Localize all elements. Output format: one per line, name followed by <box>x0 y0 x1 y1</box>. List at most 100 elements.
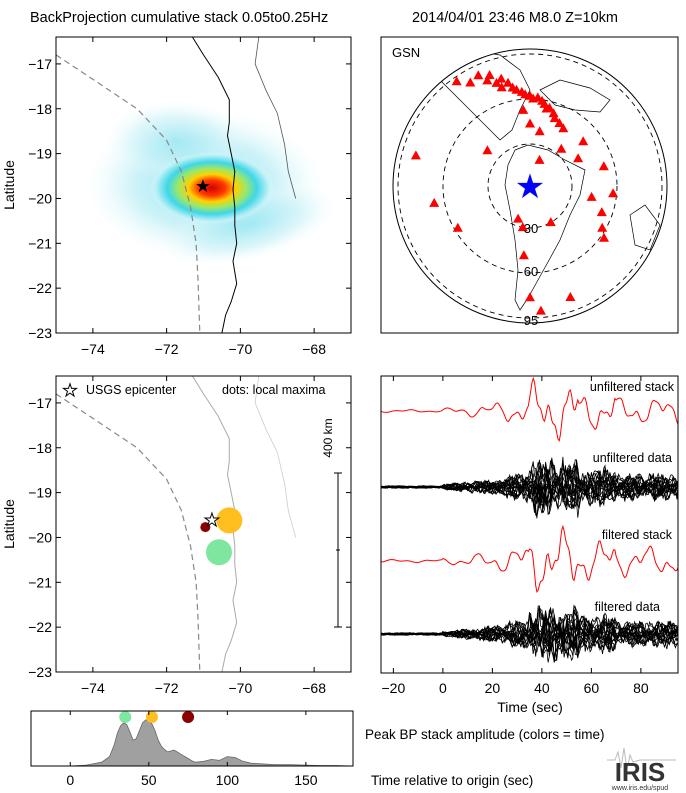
x-tick-label: −74 <box>81 680 105 696</box>
x-tick-label: 50 <box>141 772 157 788</box>
station-triangle <box>548 108 559 118</box>
station-triangle <box>556 143 567 153</box>
traces-xlabel: Time (sec) <box>497 699 563 715</box>
data-trace <box>381 458 678 506</box>
x-tick-label: −72 <box>155 341 179 357</box>
x-tick-label: −70 <box>229 680 253 696</box>
border-line <box>254 37 297 199</box>
ring-30 <box>487 143 573 229</box>
station-triangle <box>517 222 528 232</box>
station-triangle <box>465 77 476 87</box>
bp-ylabel: Latitude <box>1 160 17 210</box>
x-tick-label: 20 <box>485 680 501 696</box>
y-tick-label: −17 <box>28 56 52 72</box>
y-tick-label: −21 <box>28 235 52 251</box>
station-triangle <box>482 75 493 85</box>
stack-trace <box>381 524 678 593</box>
envelope-annotation: Peak BP stack amplitude (colors = time) <box>365 727 604 742</box>
trench-line <box>56 54 201 333</box>
station-triangle <box>554 118 565 127</box>
y-tick-label: −19 <box>28 146 52 162</box>
station-triangle <box>496 82 507 92</box>
station-triangle <box>578 136 589 146</box>
legend-epicenter: USGS epicenter <box>86 383 176 397</box>
station-triangle <box>608 188 619 198</box>
station-triangle <box>520 89 531 99</box>
station-triangle <box>473 70 484 80</box>
globe-outline <box>392 48 668 324</box>
station-triangle <box>503 77 513 87</box>
epicenter-star: ★ <box>195 176 211 196</box>
border-line <box>254 376 297 538</box>
x-tick-label: 60 <box>584 680 600 696</box>
station-triangle <box>545 217 556 227</box>
traces-frame <box>380 375 679 674</box>
station-triangle <box>491 77 502 87</box>
bp-map-frame <box>55 36 352 334</box>
figure-title: BackProjection cumulative stack 0.05to0.… <box>30 10 328 26</box>
envelope-xlabel: Time relative to origin (sec) <box>371 773 533 788</box>
maxima-map-panel: ★ ★ USGS epicenter dots: local maxima 40… <box>1 375 352 696</box>
trench-line <box>56 393 201 672</box>
legend-dots: dots: local maxima <box>222 383 326 397</box>
y-tick-label: −20 <box>28 529 52 545</box>
envelope-frame <box>30 710 354 767</box>
station-triangle <box>518 250 529 260</box>
bp-heat <box>150 152 274 224</box>
maxima-frame <box>55 375 352 673</box>
stack-trace <box>381 376 678 443</box>
seismogram-logo-icon <box>607 747 676 771</box>
local-maximum-dot <box>205 539 232 566</box>
x-tick-label: −20 <box>382 680 406 696</box>
station-triangle <box>528 93 539 103</box>
x-tick-label: −72 <box>155 680 179 696</box>
y-tick-label: −19 <box>28 485 52 501</box>
station-triangle <box>596 207 607 217</box>
traces-panel: unfiltered stack unfiltered data filtere… <box>380 375 679 715</box>
x-tick-label: 100 <box>216 772 240 788</box>
x-tick-label: 80 <box>633 680 649 696</box>
scale-bar <box>334 472 342 628</box>
station-triangle <box>525 118 535 128</box>
station-triangle <box>513 213 524 223</box>
station-triangle <box>452 222 463 232</box>
scale-label: 400 km <box>321 418 335 457</box>
station-triangle <box>410 150 421 160</box>
y-tick-label: −18 <box>28 440 52 456</box>
x-tick-label: 150 <box>294 772 318 788</box>
y-tick-label: −23 <box>28 325 52 341</box>
maxima-ylabel: Latitude <box>1 499 17 549</box>
label-filtered-stack: filtered stack <box>602 528 673 542</box>
station-triangle <box>535 305 546 315</box>
network-label: GSN <box>392 45 420 60</box>
station-triangle <box>496 73 507 83</box>
x-tick-label: −70 <box>229 341 253 357</box>
gsn-frame <box>380 36 679 334</box>
station-triangle <box>534 154 545 164</box>
station-triangle <box>541 103 552 113</box>
station-triangle <box>565 292 576 301</box>
local-maximum-dot <box>200 522 211 533</box>
y-tick-label: −22 <box>28 619 52 635</box>
logo-text: IRIS <box>615 757 666 787</box>
station-triangle <box>451 76 462 86</box>
local-maximum-dot <box>216 507 243 534</box>
ring-label-60: 60 <box>524 264 538 279</box>
x-tick-label: −74 <box>81 341 105 357</box>
station-triangle <box>511 84 522 94</box>
station-triangle <box>482 145 493 155</box>
station-triangle <box>599 232 609 242</box>
station-triangle <box>598 161 609 171</box>
peak-marker <box>182 711 195 723</box>
station-triangle <box>597 222 608 232</box>
usgs-epicenter-marker: ★ <box>204 510 220 530</box>
y-tick-label: −22 <box>28 280 52 296</box>
station-triangle <box>537 95 547 105</box>
event-info: 2014/04/01 23:46 M8.0 Z=10km <box>412 10 618 26</box>
station-triangle <box>558 123 569 133</box>
peak-marker <box>145 711 158 723</box>
label-unfiltered-data: unfiltered data <box>593 451 672 465</box>
x-tick-label: −68 <box>302 680 326 696</box>
station-triangle <box>586 191 597 201</box>
